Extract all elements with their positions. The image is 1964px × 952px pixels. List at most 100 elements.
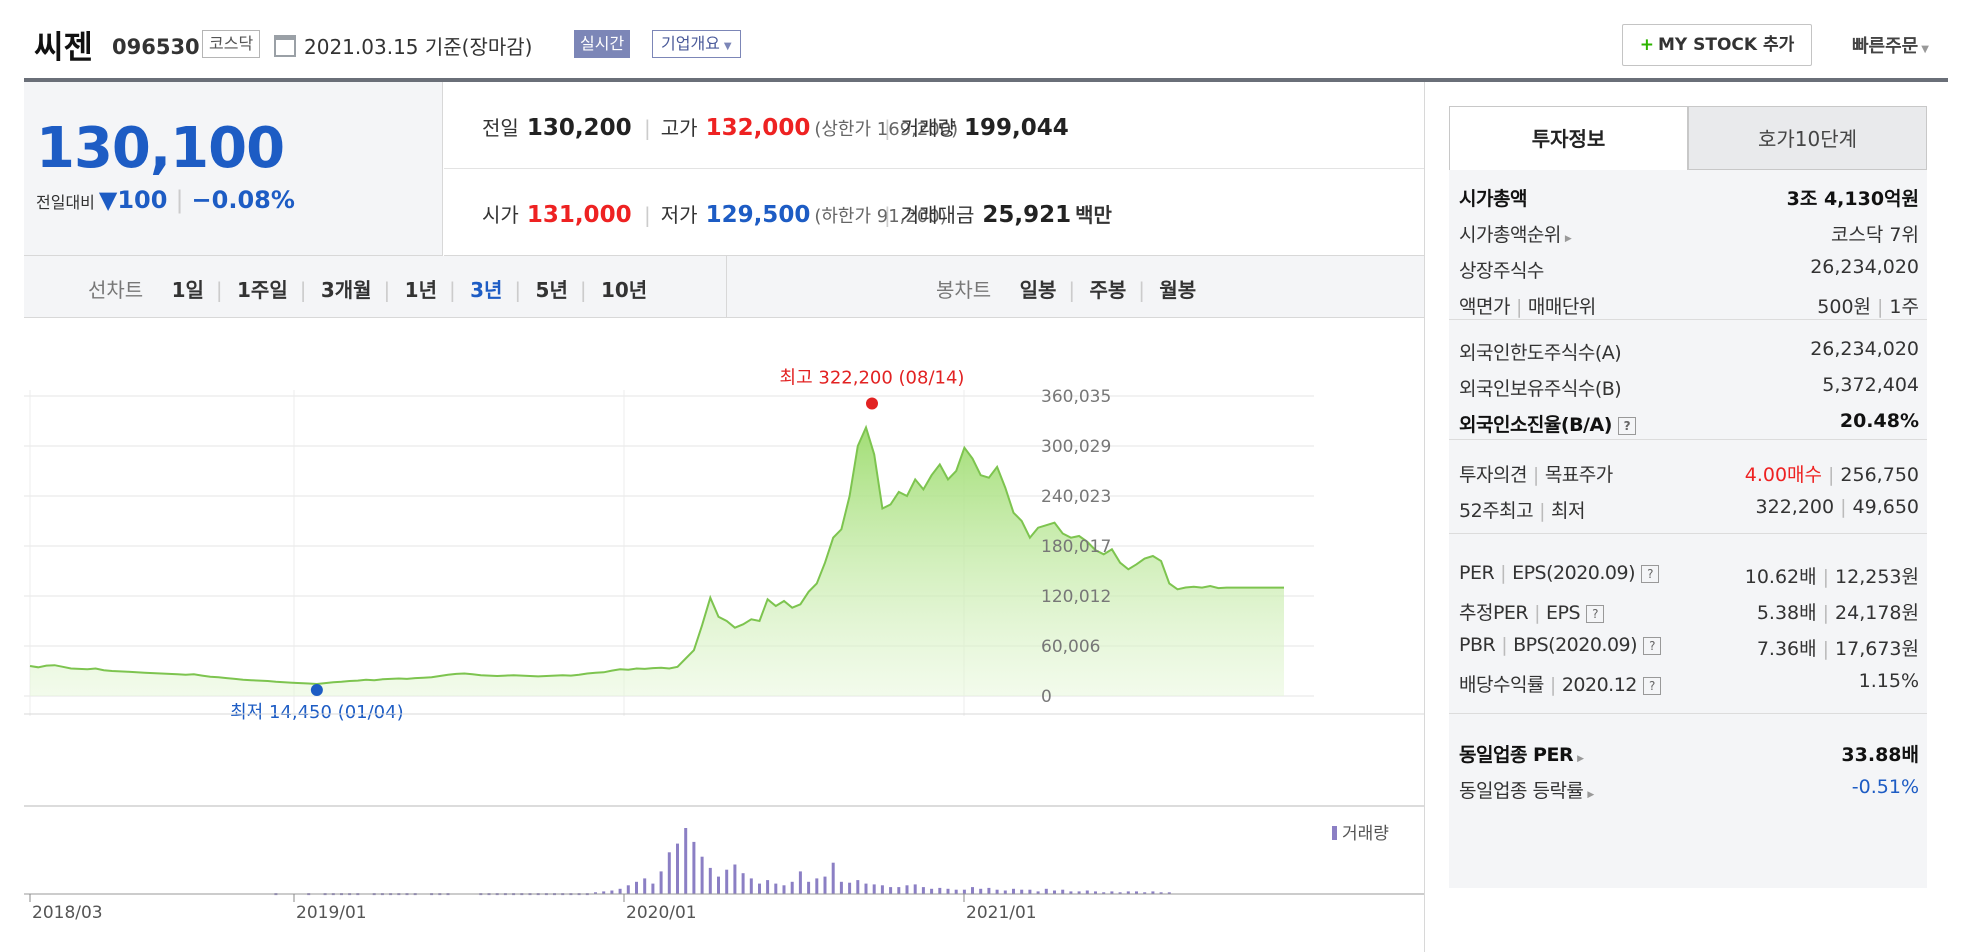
foreign-hold-value: 5,372,404 (1822, 374, 1919, 396)
volume-bar (1061, 889, 1065, 894)
quick-order-dropdown[interactable]: 빠른주문 ▼ (1852, 32, 1929, 58)
period-3y[interactable]: 3년 (470, 278, 503, 302)
industry-per-value: 33.88배 (1841, 744, 1919, 766)
separator: | (299, 278, 307, 302)
volume-bar (1159, 892, 1163, 895)
high-marker (866, 397, 878, 410)
company-overview-label: 기업개요 (661, 34, 720, 53)
divider (726, 256, 727, 318)
volume-bar (864, 883, 868, 894)
volume-bar (749, 878, 753, 894)
volume-bar (733, 864, 737, 894)
volume-bar (1003, 890, 1007, 894)
prev-close-value: 130,200 (526, 115, 632, 141)
volume-bar (962, 889, 966, 894)
candle-weekly[interactable]: 주봉 (1089, 278, 1127, 302)
volume-legend-swatch (1332, 826, 1337, 840)
volume-bar (610, 890, 614, 894)
volume-bar (872, 884, 876, 894)
dividend-year: 2020.12 (1561, 674, 1638, 696)
separator: | (1068, 278, 1076, 302)
help-icon[interactable]: ? (1586, 604, 1605, 623)
price-chart[interactable]: 최고 322,200 (08/14) 최저 14,450 (01/04) 360… (24, 318, 1424, 952)
volume-bar (848, 882, 852, 894)
period-3m[interactable]: 3개월 (320, 278, 372, 302)
help-icon[interactable]: ? (1642, 676, 1661, 695)
change-amount: ▼100 (98, 186, 168, 214)
quick-order-label: 빠른주문 (1852, 36, 1919, 57)
y-tick-label: 360,035 (1041, 387, 1111, 407)
volume-bar (938, 887, 942, 894)
foreign-hold-label: 외국인보유주식수(B) (1459, 378, 1622, 400)
per-label: PER (1459, 562, 1495, 584)
volume-bar (1036, 891, 1040, 894)
x-tick-label: 2021/01 (966, 903, 1037, 923)
volume-bar (1118, 892, 1122, 895)
volume-bar (798, 871, 802, 894)
volume-bar (823, 876, 827, 894)
listed-shares-label: 상장주식수 (1459, 260, 1544, 282)
high-label: 고가 (660, 116, 698, 140)
separator: | (448, 278, 456, 302)
help-icon[interactable]: ? (1643, 636, 1662, 655)
volume-bar (856, 880, 860, 894)
help-icon[interactable]: ? (1617, 416, 1636, 435)
volume-bar (1167, 892, 1171, 895)
volume-bar (1020, 889, 1024, 894)
per-value: 10.62배 (1744, 566, 1817, 588)
volume-bar (889, 887, 893, 894)
volume-bar (1126, 891, 1130, 894)
foreign-ratio-value: 20.48% (1839, 410, 1919, 432)
foreign-section: 외국인한도주식수(A) 26,234,020 외국인보유주식수(B) 5,372,4… (1449, 320, 1927, 440)
price-area (30, 427, 1284, 696)
help-icon[interactable]: ? (1641, 564, 1659, 583)
tab-order-book[interactable]: 호가10단계 (1688, 106, 1927, 170)
opinion-value: 4.00매수 (1744, 464, 1823, 486)
industry-change-row[interactable]: 동일업종 등락률 ▶ -0.51% (1459, 770, 1919, 806)
listed-shares-value: 26,234,020 (1810, 256, 1919, 278)
volume-bar (676, 843, 679, 894)
volume-bar (708, 867, 712, 894)
est-per-value: 5.38배 (1756, 602, 1817, 624)
volume-bar (659, 871, 663, 894)
lower-limit: (하한가 91,200) (814, 206, 947, 227)
period-1d[interactable]: 1일 (171, 278, 204, 302)
realtime-button[interactable]: 실시간 (574, 30, 631, 58)
change-percent: −0.08% (191, 186, 295, 214)
period-1y[interactable]: 1년 (404, 278, 437, 302)
volume-bar (1085, 890, 1089, 894)
week52-low-label: 최저 (1551, 500, 1585, 522)
market-cap-rank-row[interactable]: 시가총액순위 ▶ 코스닥 7위 (1459, 214, 1919, 250)
industry-section: 동일업종 PER ▶ 33.88배 동일업종 등락률 ▶ -0.51% (1449, 714, 1927, 810)
period-1w[interactable]: 1주일 (237, 278, 288, 302)
prev-close: 전일 130,200 (482, 112, 632, 141)
candle-daily[interactable]: 일봉 (1019, 278, 1057, 302)
upper-limit: (상한가 169,200) (814, 119, 959, 140)
volume-bar (684, 828, 688, 894)
volume-bar (930, 888, 934, 894)
volume-bar (897, 887, 901, 894)
period-5y[interactable]: 5년 (535, 278, 568, 302)
y-axis-labels: 360,035 300,029 240,023 180,017 120,012 60,00… (1041, 387, 1111, 707)
industry-per-row[interactable]: 동일업종 PER ▶ 33.88배 (1459, 734, 1919, 770)
company-overview-dropdown[interactable]: 기업개요 ▼ (652, 30, 741, 58)
y-tick-label: 180,017 (1041, 537, 1111, 557)
volume-bar (651, 883, 655, 894)
period-10y[interactable]: 10년 (600, 278, 648, 302)
par-value: 500원 (1817, 296, 1872, 318)
invest-info-panel: 투자정보 호가10단계 시가총액 3조 4,130억원 시가총액순위 ▶ 코스닥 7위… (1424, 82, 1964, 952)
tab-invest-info[interactable]: 투자정보 (1449, 106, 1688, 170)
volume-bar (1135, 891, 1138, 894)
week52-low-value: 49,650 (1852, 496, 1919, 518)
stock-header: 씨젠 096530 코스닥 2021.03.15 기준(장마감) 실시간 기업개… (0, 0, 1964, 80)
separator: | (514, 278, 522, 302)
candle-chart-label: 봉차트 (936, 278, 992, 302)
volume-bar (766, 880, 770, 894)
chevron-right-icon: ▶ (1577, 754, 1584, 764)
add-my-stock-button[interactable]: + MY STOCK 추가 (1622, 24, 1812, 66)
volume-bar (1077, 891, 1081, 894)
volume-bar (1053, 890, 1056, 894)
candle-monthly[interactable]: 월봉 (1159, 278, 1197, 302)
target-price-value: 256,750 (1840, 464, 1919, 486)
amount-label: 거래대금 (900, 203, 975, 227)
